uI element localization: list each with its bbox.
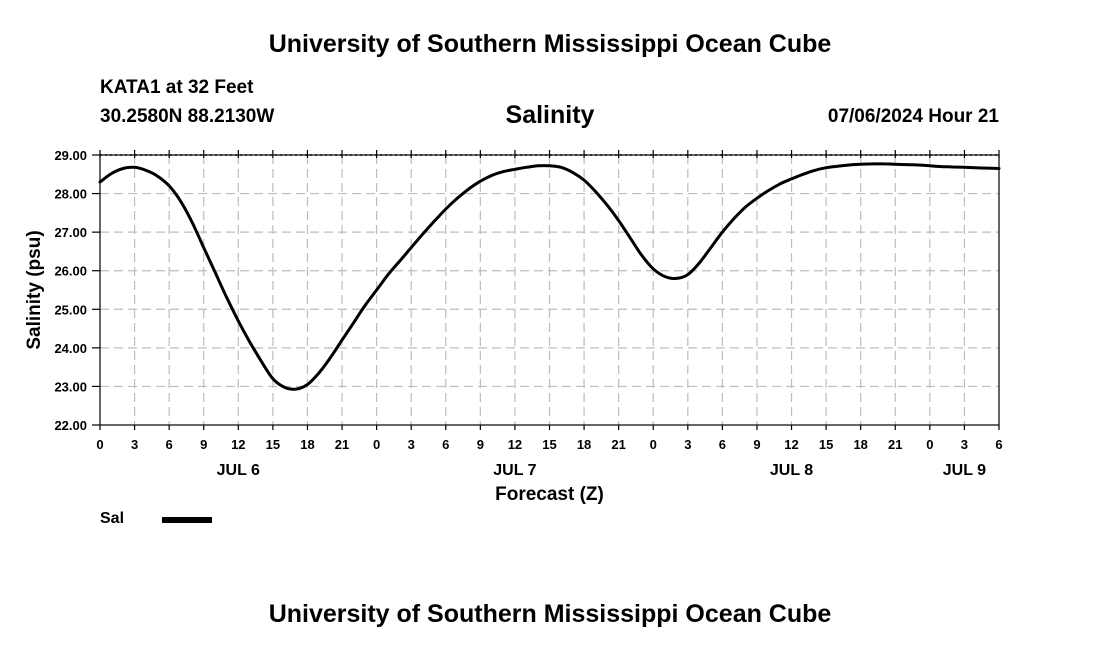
y-tick-label: 24.00 [54,341,87,356]
date-label: JUL 8 [770,462,813,479]
x-tick-label: 18 [853,437,867,452]
legend-label: Sal [100,510,125,527]
footer-title: University of Southern Mississippi Ocean… [268,600,832,628]
date-labels: JUL 6 JUL 7 JUL 8 JUL 9 [217,462,986,479]
series-line-sal [98,162,1001,391]
date-label: JUL 6 [217,462,260,479]
station-label: KATA1 at 32 Feet [100,77,254,98]
x-tick-label: 9 [200,437,207,452]
x-tick-label: 3 [684,437,691,452]
y-tick-label: 27.00 [54,225,87,240]
date-label: JUL 9 [943,462,986,479]
x-tick-label: 21 [888,437,902,452]
y-tick-label: 23.00 [54,379,87,394]
x-tick-label: 12 [784,437,798,452]
x-tick-label: 15 [266,437,280,452]
x-tick-label: 0 [96,437,103,452]
x-tick-label: 18 [577,437,591,452]
coordinates-label: 30.2580N 88.2130W [100,106,275,127]
y-axis-labels: 22.00 23.00 24.00 25.00 26.00 27.00 28.00 29.00 [54,148,87,433]
y-tick-label: 29.00 [54,148,87,163]
x-axis-title: Forecast (Z) [495,484,604,505]
x-tick-label: 9 [753,437,760,452]
page-title: University of Southern Mississippi Ocean… [268,30,832,58]
x-tick-label: 15 [819,437,833,452]
x-tick-label: 0 [926,437,933,452]
x-tick-label: 6 [166,437,173,452]
x-tick-label: 6 [719,437,726,452]
x-tick-label: 0 [373,437,380,452]
forecast-datetime: 07/06/2024 Hour 21 [827,106,999,127]
x-tick-label: 12 [508,437,522,452]
x-tick-label: 15 [542,437,556,452]
x-tick-label: 0 [650,437,657,452]
x-axis-labels: 0 3 6 9 12 15 18 21 0 3 6 9 12 15 18 21 0 3 6 9 12 15 18 21 0 3 6 [96,437,1002,452]
x-tick-label: 6 [995,437,1002,452]
x-tick-label: 3 [961,437,968,452]
x-tick-label: 6 [442,437,449,452]
x-tick-label: 9 [477,437,484,452]
y-axis-title: Salinity (psu) [24,230,45,349]
axis-ticks [92,150,1000,430]
chart-grid [100,155,999,425]
legend-swatch [162,517,212,523]
y-tick-label: 28.00 [54,187,87,202]
y-tick-label: 26.00 [54,264,87,279]
y-tick-label: 22.00 [54,418,87,433]
x-tick-label: 21 [611,437,625,452]
y-tick-label: 25.00 [54,302,87,317]
x-tick-label: 12 [231,437,245,452]
x-tick-label: 21 [335,437,349,452]
x-tick-label: 3 [131,437,138,452]
chart-title: Salinity [505,101,595,129]
x-tick-label: 3 [408,437,415,452]
x-tick-label: 18 [300,437,314,452]
date-label: JUL 7 [493,462,536,479]
